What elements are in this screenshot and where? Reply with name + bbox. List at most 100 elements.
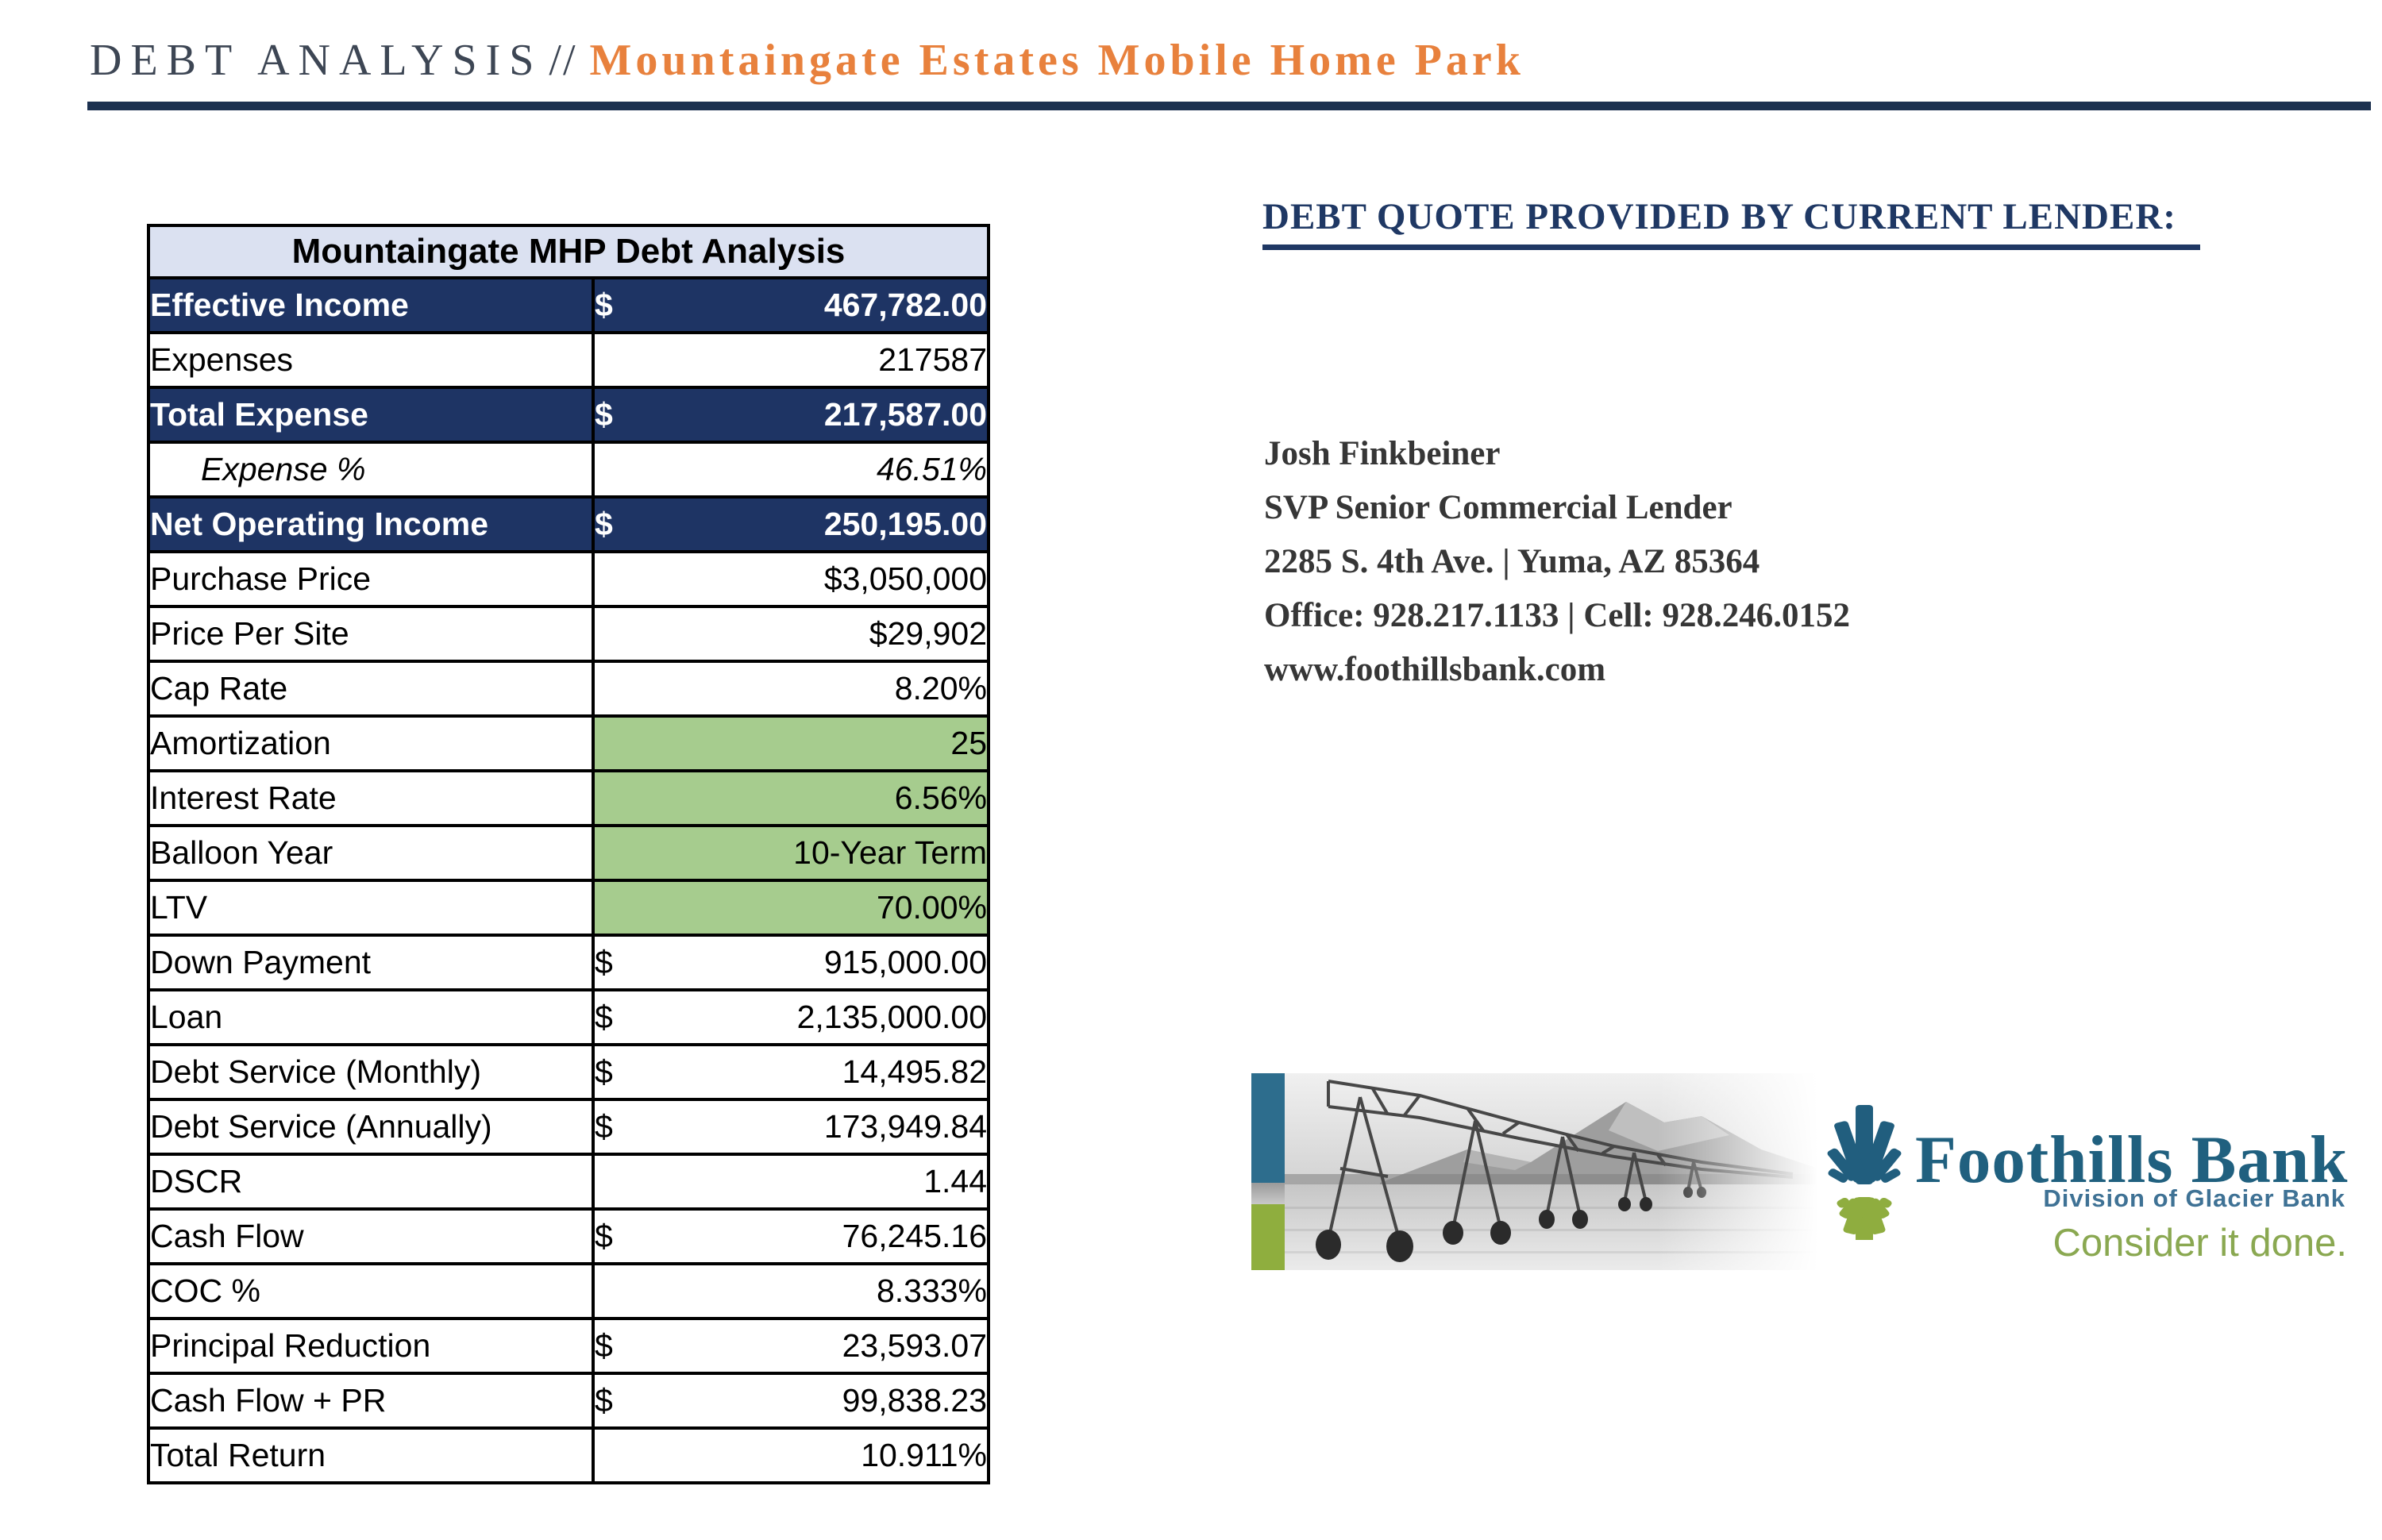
row-label: Expense % — [147, 441, 595, 499]
row-value: $29,902 — [869, 615, 988, 652]
page-title: DEBT ANALYSIS//Mountaingate Estates Mobi… — [90, 35, 1524, 86]
bank-division-text: Division of Glacier Bank — [2043, 1184, 2345, 1212]
row-value: 173,949.84 — [823, 1108, 988, 1145]
table-row: Total Return 10.911% — [147, 1426, 991, 1484]
table-row: Interest Rate 6.56% — [147, 769, 991, 827]
currency-symbol: $ — [595, 944, 613, 980]
bank-name: Foothills Bank — [1915, 1122, 2349, 1197]
row-value: $3,050,000 — [823, 560, 988, 597]
currency-symbol: $ — [595, 999, 613, 1035]
row-value: 8.333% — [876, 1272, 988, 1309]
row-label: COC % — [147, 1262, 595, 1320]
table-row: Purchase Price $3,050,000 — [147, 550, 991, 608]
photo-color-bar — [1251, 1073, 1285, 1270]
row-label: Balloon Year — [147, 824, 595, 882]
page-title-property-name: Mountaingate Estates Mobile Home Park — [589, 36, 1524, 85]
row-label: Amortization — [147, 714, 595, 772]
table-row: Loan $2,135,000.00 — [147, 988, 991, 1046]
page-title-left: DEBT ANALYSIS — [90, 36, 543, 85]
row-label: Expenses — [147, 331, 595, 389]
table-row: COC % 8.333% — [147, 1262, 991, 1320]
row-value: 217587 — [878, 341, 988, 378]
table-row: Total Expense $217,587.00 — [147, 386, 991, 444]
table-row: Principal Reduction $23,593.07 — [147, 1317, 991, 1375]
contact-job-title: SVP Senior Commercial Lender — [1264, 489, 1733, 526]
row-label: Debt Service (Annually) — [147, 1098, 595, 1156]
table-row: Cash Flow $76,245.16 — [147, 1207, 991, 1265]
row-value: 23,593.07 — [842, 1327, 988, 1364]
debt-analysis-table: Mountaingate MHP Debt Analysis Effective… — [146, 224, 991, 1484]
table-row: Balloon Year 10-Year Term — [147, 824, 991, 882]
photo-color-bar-gray — [1251, 1183, 1285, 1204]
row-value: 1.44 — [923, 1163, 988, 1199]
lender-contact-block: Josh Finkbeiner SVP Senior Commercial Le… — [1264, 427, 1850, 697]
table-row: Expenses 217587 — [147, 331, 991, 389]
row-label: Interest Rate — [147, 769, 595, 827]
row-value: 25 — [950, 725, 988, 761]
row-value: 99,838.23 — [842, 1382, 988, 1419]
row-label: Net Operating Income — [147, 495, 595, 553]
currency-symbol: $ — [595, 1382, 613, 1419]
currency-symbol: $ — [595, 287, 613, 323]
row-value: 467,782.00 — [823, 287, 988, 323]
row-label: Purchase Price — [147, 550, 595, 608]
row-value: 915,000.00 — [823, 944, 988, 980]
table-row: Cap Rate 8.20% — [147, 660, 991, 718]
row-label: Cash Flow + PR — [147, 1372, 595, 1430]
table-row: Debt Service (Annually) $173,949.84 — [147, 1098, 991, 1156]
table-row: Price Per Site $29,902 — [147, 605, 991, 663]
table-row: Down Payment $915,000.00 — [147, 934, 991, 991]
contact-name: Josh Finkbeiner — [1264, 435, 1501, 472]
row-label: Cash Flow — [147, 1207, 595, 1265]
row-label: Total Return — [147, 1426, 595, 1484]
currency-symbol: $ — [595, 1218, 613, 1254]
table-row: Debt Service (Monthly) $14,495.82 — [147, 1043, 991, 1101]
photo-color-bar-green — [1251, 1204, 1285, 1270]
row-label: LTV — [147, 879, 595, 937]
row-value: 250,195.00 — [823, 506, 988, 542]
table-row: Net Operating Income $250,195.00 — [147, 495, 991, 553]
page-title-separator: // — [549, 36, 577, 85]
row-label: Down Payment — [147, 934, 595, 991]
currency-symbol: $ — [595, 1053, 613, 1090]
row-label: Debt Service (Monthly) — [147, 1043, 595, 1101]
row-label: Principal Reduction — [147, 1317, 595, 1375]
row-label: Effective Income — [147, 276, 595, 334]
irrigation-field-photo — [1251, 1073, 1818, 1270]
row-value: 76,245.16 — [842, 1218, 988, 1254]
currency-symbol: $ — [595, 1108, 613, 1145]
currency-symbol: $ — [595, 396, 613, 433]
header-divider-rule — [87, 102, 2371, 110]
foothills-bank-logo-icon — [1827, 1105, 1902, 1240]
row-value: 46.51% — [876, 451, 988, 487]
contact-address: 2285 S. 4th Ave. | Yuma, AZ 85364 — [1264, 543, 1760, 580]
row-value: 10-Year Term — [793, 834, 988, 871]
row-label: Price Per Site — [147, 605, 595, 663]
row-value: 217,587.00 — [823, 396, 988, 433]
table-row: DSCR 1.44 — [147, 1153, 991, 1211]
debt-quote-heading: DEBT QUOTE PROVIDED BY CURRENT LENDER: — [1262, 195, 2200, 250]
row-value: 14,495.82 — [842, 1053, 988, 1090]
row-value: 2,135,000.00 — [796, 999, 988, 1035]
row-label: Cap Rate — [147, 660, 595, 718]
field-photo-scene — [1285, 1073, 1818, 1270]
table-title: Mountaingate MHP Debt Analysis — [146, 224, 991, 279]
row-label: Loan — [147, 988, 595, 1046]
row-value: 70.00% — [876, 889, 988, 926]
contact-phones: Office: 928.217.1133 | Cell: 928.246.015… — [1264, 597, 1850, 634]
currency-symbol: $ — [595, 1327, 613, 1364]
table-row: Expense % 46.51% — [147, 441, 991, 499]
row-value: 6.56% — [894, 780, 988, 816]
contact-website: www.foothillsbank.com — [1264, 651, 1606, 688]
table-row: LTV 70.00% — [147, 879, 991, 937]
currency-symbol: $ — [595, 506, 613, 542]
row-label: Total Expense — [147, 386, 595, 444]
row-value: 10.911% — [861, 1437, 988, 1473]
row-value: 8.20% — [894, 670, 988, 706]
table-row: Effective Income $467,782.00 — [147, 276, 991, 334]
row-label: DSCR — [147, 1153, 595, 1211]
table-title-row: Mountaingate MHP Debt Analysis — [146, 224, 991, 279]
photo-color-bar-blue — [1251, 1073, 1285, 1183]
table-row: Amortization 25 — [147, 714, 991, 772]
